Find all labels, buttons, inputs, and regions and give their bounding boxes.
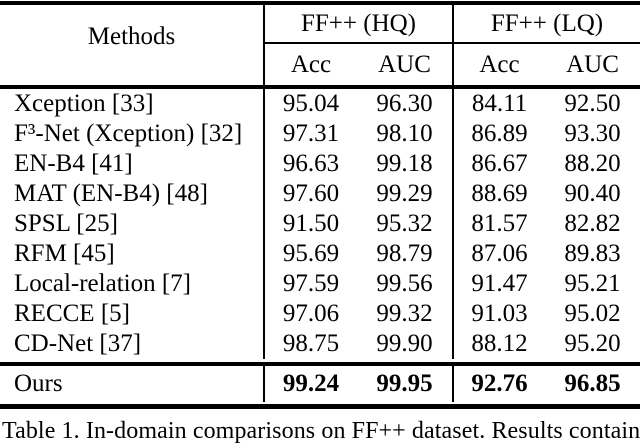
lq-auc-cell: 95.20 [564, 330, 621, 357]
hq-auc-cell: 99.90 [376, 330, 433, 357]
table-row: RFM [45] 95.69 98.79 87.06 89.83 [0, 239, 640, 269]
hq-acc-cell: 97.31 [263, 119, 357, 149]
table-header: Methods FF++ (HQ) FF++ (LQ) Acc AUC Acc … [0, 5, 640, 85]
hq-auc-cell: 98.10 [376, 120, 433, 147]
lq-acc-cell: 91.03 [452, 299, 545, 329]
lq-auc-cell: 90.40 [564, 180, 621, 207]
header-hq-acc: Acc [263, 44, 357, 85]
hq-acc-cell: 91.50 [263, 209, 357, 239]
lq-acc-cell: 86.89 [452, 119, 545, 149]
table-row: CD-Net [37] 98.75 99.90 88.12 95.20 [0, 329, 640, 359]
method-cell: Xception [33] [14, 90, 154, 117]
header-lq-acc: Acc [452, 44, 545, 85]
lq-acc-cell: 81.57 [452, 209, 545, 239]
method-cell: SPSL [25] [14, 210, 118, 237]
hq-auc-cell: 99.29 [376, 180, 433, 207]
hq-auc-cell: 99.56 [376, 270, 433, 297]
hq-auc-cell: 99.95 [376, 370, 433, 397]
method-cell: RFM [45] [14, 240, 115, 267]
lq-acc-cell: 86.67 [452, 149, 545, 179]
hq-acc-cell: 95.04 [263, 89, 357, 119]
hq-acc-cell: 96.63 [263, 149, 357, 179]
lq-acc-cell: 84.11 [452, 89, 545, 119]
lq-auc-cell: 92.50 [564, 90, 621, 117]
table-row-ours: Ours 99.24 99.95 92.76 96.85 [0, 366, 640, 402]
header-group-ffpp-hq: FF++ (HQ) [263, 5, 452, 44]
table-row: Xception [33] 95.04 96.30 84.11 92.50 [0, 89, 640, 119]
lq-auc-cell: 96.85 [564, 370, 621, 397]
lq-acc-cell: 87.06 [452, 239, 545, 269]
hq-auc-cell: 96.30 [376, 90, 433, 117]
body-ours-rule [0, 362, 640, 366]
lq-auc-cell: 82.82 [564, 210, 621, 237]
lq-auc-cell: 93.30 [564, 120, 621, 147]
hq-auc-cell: 99.32 [376, 300, 433, 327]
hq-auc-cell: 99.18 [376, 150, 433, 177]
table-row: RECCE [5] 97.06 99.32 91.03 95.02 [0, 299, 640, 329]
header-body-rule [0, 85, 640, 89]
table-row: Local-relation [7] 97.59 99.56 91.47 95.… [0, 269, 640, 299]
hq-acc-cell: 95.69 [263, 239, 357, 269]
header-group-ffpp-lq: FF++ (LQ) [452, 5, 640, 44]
table-caption: Table 1. In-domain comparisons on FF++ d… [2, 418, 640, 444]
method-cell: Local-relation [7] [14, 270, 191, 297]
hq-auc-cell: 95.32 [376, 210, 433, 237]
table-row: MAT (EN-B4) [48] 97.60 99.29 88.69 90.40 [0, 179, 640, 209]
lq-acc-cell: 88.12 [452, 329, 545, 359]
table-row: EN-B4 [41] 96.63 99.18 86.67 88.20 [0, 149, 640, 179]
lq-acc-cell: 91.47 [452, 269, 545, 299]
hq-acc-cell: 97.59 [263, 269, 357, 299]
lq-auc-cell: 95.21 [564, 270, 621, 297]
table-bottom-rule [0, 404, 640, 409]
table-row: SPSL [25] 91.50 95.32 81.57 82.82 [0, 209, 640, 239]
hq-acc-cell: 99.24 [263, 366, 357, 402]
table-row: F³-Net (Xception) [32] 97.31 98.10 86.89… [0, 119, 640, 149]
hq-acc-cell: 97.60 [263, 179, 357, 209]
header-hq-auc: AUC [378, 50, 431, 78]
hq-acc-cell: 98.75 [263, 329, 357, 359]
lq-auc-cell: 88.20 [564, 150, 621, 177]
method-cell: RECCE [5] [14, 300, 130, 327]
hq-acc-cell: 97.06 [263, 299, 357, 329]
header-methods: Methods [87, 23, 176, 50]
table-body: Xception [33] 95.04 96.30 84.11 92.50 F³… [0, 89, 640, 359]
lq-acc-cell: 88.69 [452, 179, 545, 209]
method-cell: MAT (EN-B4) [48] [14, 180, 208, 207]
header-lq-auc: AUC [566, 50, 619, 78]
method-cell: F³-Net (Xception) [32] [14, 120, 243, 147]
lq-auc-cell: 95.02 [564, 300, 621, 327]
table-top-rule [0, 1, 640, 5]
method-cell: CD-Net [37] [14, 330, 142, 357]
lq-auc-cell: 89.83 [564, 240, 621, 267]
method-cell: EN-B4 [41] [14, 150, 133, 177]
hq-auc-cell: 98.79 [376, 240, 433, 267]
lq-acc-cell: 92.76 [452, 366, 545, 402]
method-cell: Ours [14, 370, 63, 397]
